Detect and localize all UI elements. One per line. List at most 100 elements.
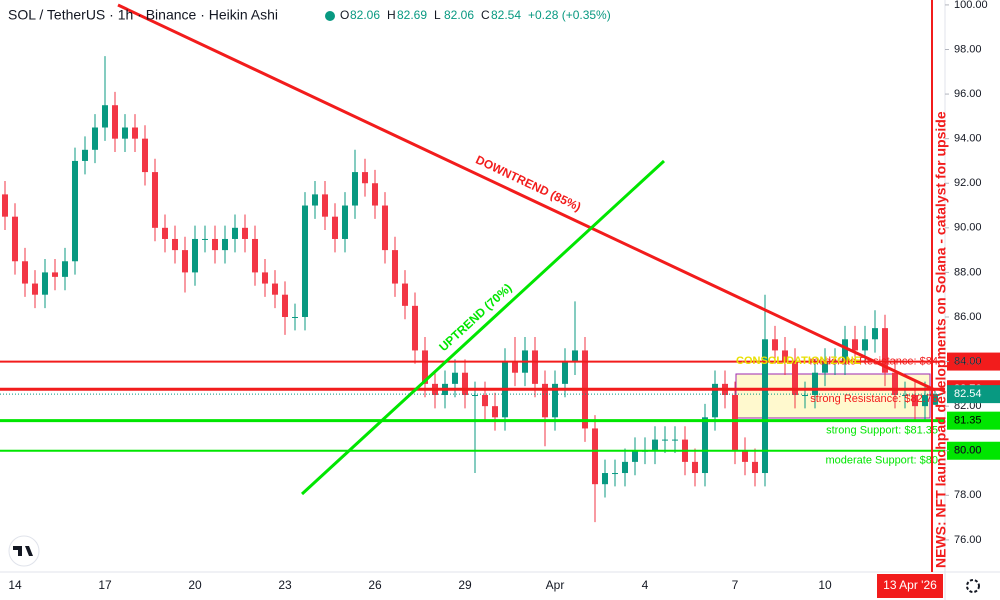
candle-body bbox=[492, 406, 498, 418]
candle-body bbox=[702, 417, 708, 474]
candle-body bbox=[562, 361, 568, 384]
candle-body bbox=[472, 395, 478, 397]
level-text: strong Resistance: $82.76 bbox=[810, 393, 938, 405]
candle-body bbox=[842, 339, 848, 362]
candle-body bbox=[932, 394, 938, 405]
candle-body bbox=[602, 473, 608, 485]
last-price-label: 82.54 bbox=[954, 388, 982, 400]
candle-body bbox=[742, 450, 748, 462]
level-price-box bbox=[947, 441, 1000, 460]
level-price-box bbox=[947, 411, 1000, 430]
candle-body bbox=[202, 238, 208, 240]
y-tick-label: 96.00 bbox=[954, 88, 982, 100]
level-price-label: 84.00 bbox=[954, 355, 982, 367]
candle-body bbox=[512, 361, 518, 373]
x-tick-label: Apr bbox=[546, 578, 565, 592]
candles bbox=[2, 56, 938, 523]
y-tick-label: 80.00 bbox=[954, 445, 982, 457]
x-tick-label: 10 bbox=[818, 578, 832, 592]
candle-body bbox=[552, 383, 558, 418]
candle-body bbox=[382, 205, 388, 251]
downtrend-line bbox=[117, 3, 936, 392]
symbol: SOL / TetherUS · 1h · Binance · Heikin A… bbox=[8, 7, 278, 23]
candle-body bbox=[132, 127, 138, 139]
y-tick-label: 86.00 bbox=[954, 311, 982, 323]
candle-body bbox=[152, 172, 158, 228]
x-tick-label: 7 bbox=[732, 578, 739, 592]
ohlc-key: H bbox=[387, 8, 396, 22]
y-tick-label: 92.00 bbox=[954, 177, 982, 189]
candle-body bbox=[652, 439, 658, 451]
candle-body bbox=[752, 461, 758, 474]
candle-body bbox=[712, 383, 718, 418]
candle-body bbox=[172, 238, 178, 251]
logo-circle bbox=[8, 535, 40, 567]
level-price-box bbox=[947, 352, 1000, 371]
logo-mark bbox=[13, 546, 33, 556]
candle-body bbox=[592, 428, 598, 485]
last-price-box bbox=[947, 385, 1000, 404]
ohlc-value: 82.06 bbox=[444, 8, 474, 22]
candle-body bbox=[62, 261, 68, 277]
candle-body bbox=[632, 450, 638, 462]
candle-body bbox=[282, 294, 288, 317]
candle-body bbox=[532, 350, 538, 384]
candle-body bbox=[862, 339, 868, 351]
y-tick-label: 84.00 bbox=[954, 355, 982, 367]
status-dot bbox=[325, 11, 335, 21]
candle-body bbox=[342, 205, 348, 239]
candle-body bbox=[272, 283, 278, 295]
x-highlight-label: 13 Apr '26 bbox=[883, 578, 937, 592]
candle-body bbox=[482, 395, 488, 407]
x-tick-label: 26 bbox=[368, 578, 382, 592]
candle-body bbox=[242, 227, 248, 239]
candle-body bbox=[112, 105, 118, 139]
ohlc-value: 82.69 bbox=[397, 8, 427, 22]
y-tick-label: 90.00 bbox=[954, 222, 982, 234]
candle-body bbox=[662, 439, 668, 441]
candle-body bbox=[672, 439, 678, 441]
ohlc-key: C bbox=[481, 8, 490, 22]
candle-body bbox=[52, 272, 58, 277]
candle-body bbox=[42, 272, 48, 295]
candle-body bbox=[572, 350, 578, 362]
candle-body bbox=[422, 350, 428, 384]
candle-body bbox=[692, 461, 698, 474]
candle-body bbox=[292, 316, 298, 318]
change: +0.28 (+0.35%) bbox=[528, 8, 611, 22]
candle-body bbox=[92, 127, 98, 150]
y-tick-label: 88.00 bbox=[954, 266, 982, 278]
news-label: NEWS: NFT launchpad developments on Sola… bbox=[933, 111, 949, 568]
candle-body bbox=[182, 250, 188, 273]
candle-body bbox=[732, 395, 738, 451]
candle-body bbox=[822, 361, 828, 373]
candle-body bbox=[772, 339, 778, 351]
candle-body bbox=[462, 372, 468, 396]
candle-body bbox=[622, 461, 628, 474]
candle-body bbox=[262, 272, 268, 284]
candle-body bbox=[892, 372, 898, 396]
candle-body bbox=[412, 305, 418, 351]
candle-body bbox=[372, 183, 378, 206]
candle-body bbox=[882, 328, 888, 373]
x-tick-label: 17 bbox=[98, 578, 112, 592]
candle-body bbox=[762, 339, 768, 474]
candle-body bbox=[222, 238, 228, 251]
candle-body bbox=[102, 105, 108, 128]
settings-icon[interactable] bbox=[966, 579, 980, 593]
candle-body bbox=[232, 227, 238, 239]
candle-body bbox=[312, 194, 318, 206]
candle-body bbox=[782, 350, 788, 362]
x-tick-label: 4 bbox=[642, 578, 649, 592]
x-tick-label: 23 bbox=[278, 578, 292, 592]
candle-body bbox=[302, 205, 308, 317]
candle-body bbox=[792, 361, 798, 396]
candle-body bbox=[402, 283, 408, 306]
candle-body bbox=[122, 127, 128, 139]
candle-body bbox=[922, 395, 928, 407]
candle-body bbox=[362, 172, 368, 184]
x-tick-label: 29 bbox=[458, 578, 472, 592]
uptrend-line bbox=[300, 159, 666, 496]
y-tick-label: 94.00 bbox=[954, 133, 982, 145]
